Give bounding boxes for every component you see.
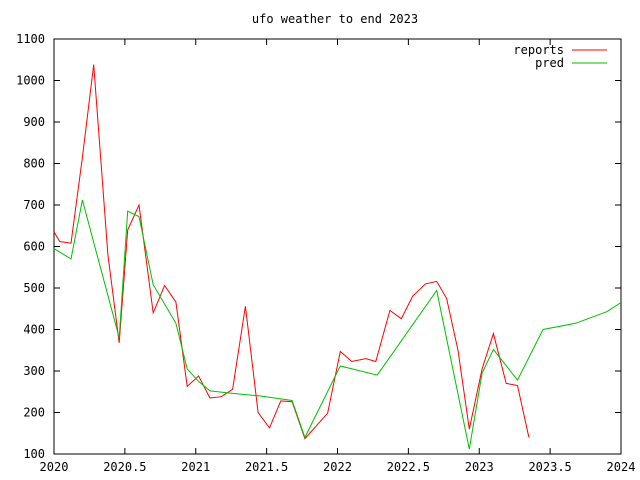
x-tick-label: 2023.5 [528,460,571,474]
x-tick-label: 2023 [465,460,494,474]
legend-label-pred: pred [535,56,564,70]
y-tick-label: 600 [23,240,45,254]
axes: 100 200 300 400 500 600 700 800 900 1000 1100 2020 2… [16,32,635,474]
x-tick-label: 2020.5 [103,460,146,474]
y-tick-label: 300 [23,364,45,378]
chart-title: ufo weather to end 2023 [252,12,418,26]
x-tick-label: 2021.5 [245,460,288,474]
x-tick-label: 2022 [323,460,352,474]
series-line-pred [53,199,622,450]
series-line-reports [53,64,530,440]
y-tick-label: 800 [23,157,45,171]
x-tick-label: 2024 [607,460,636,474]
y-tick-label: 1000 [16,74,45,88]
y-tick-label: 400 [23,323,45,337]
series-lines [53,64,622,450]
y-tick-label: 200 [23,406,45,420]
y-tick-label: 700 [23,198,45,212]
legend-label-reports: reports [513,43,564,57]
x-tick-label: 2020 [40,460,69,474]
y-tick-label: 100 [23,447,45,461]
y-tick-label: 1100 [16,32,45,46]
y-tick-label: 500 [23,281,45,295]
x-tick-label: 2022.5 [387,460,430,474]
y-tick-label: 900 [23,115,45,129]
x-tick-label: 2021 [181,460,210,474]
